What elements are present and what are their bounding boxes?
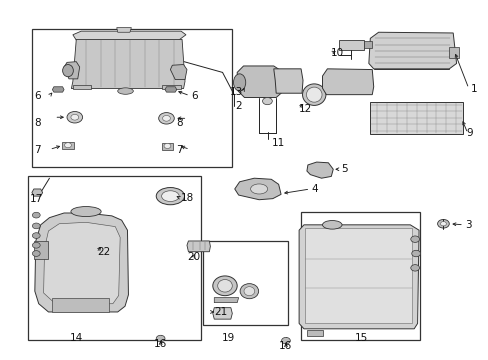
Circle shape <box>410 265 419 271</box>
Text: 13: 13 <box>230 87 243 97</box>
Circle shape <box>32 212 40 218</box>
Ellipse shape <box>302 84 325 105</box>
Ellipse shape <box>233 74 245 91</box>
Circle shape <box>163 143 170 148</box>
Polygon shape <box>43 222 120 304</box>
Text: 20: 20 <box>187 252 200 262</box>
Circle shape <box>411 250 420 257</box>
Circle shape <box>64 143 71 148</box>
Ellipse shape <box>306 87 322 102</box>
Ellipse shape <box>161 191 179 202</box>
Polygon shape <box>161 85 181 89</box>
Ellipse shape <box>240 284 258 299</box>
Polygon shape <box>34 241 48 259</box>
Text: 15: 15 <box>354 333 367 343</box>
Text: 6: 6 <box>190 91 197 101</box>
Bar <box>52 298 109 312</box>
Ellipse shape <box>156 188 184 205</box>
Polygon shape <box>52 87 64 92</box>
Text: 18: 18 <box>181 193 194 203</box>
Ellipse shape <box>217 279 232 292</box>
Text: 3: 3 <box>464 220 470 230</box>
Polygon shape <box>32 189 42 196</box>
Bar <box>27 176 200 339</box>
Polygon shape <box>73 31 185 40</box>
Circle shape <box>71 114 79 120</box>
Text: 5: 5 <box>340 164 347 174</box>
Circle shape <box>32 223 40 229</box>
Text: 2: 2 <box>235 102 242 112</box>
Polygon shape <box>170 64 186 80</box>
Polygon shape <box>35 213 128 312</box>
Circle shape <box>32 251 40 256</box>
Circle shape <box>410 236 419 242</box>
Text: 7: 7 <box>176 144 183 154</box>
Text: 16: 16 <box>278 341 291 351</box>
Ellipse shape <box>71 207 101 217</box>
Text: 8: 8 <box>34 118 41 128</box>
Ellipse shape <box>62 64 73 77</box>
Polygon shape <box>306 162 332 178</box>
Circle shape <box>32 242 40 248</box>
Polygon shape <box>448 47 458 58</box>
Polygon shape <box>306 330 322 336</box>
Text: 17: 17 <box>30 194 43 204</box>
Bar <box>363 41 371 48</box>
Ellipse shape <box>212 276 237 296</box>
Polygon shape <box>322 69 373 95</box>
Bar <box>305 228 411 323</box>
Polygon shape <box>73 85 91 89</box>
Text: 16: 16 <box>154 339 167 349</box>
Text: 9: 9 <box>466 129 472 138</box>
Text: 6: 6 <box>34 91 41 101</box>
Bar <box>300 212 419 339</box>
Text: 10: 10 <box>330 48 344 58</box>
Text: 21: 21 <box>213 307 226 317</box>
Bar <box>203 241 288 325</box>
Polygon shape <box>186 241 210 252</box>
Text: 22: 22 <box>97 247 110 257</box>
Circle shape <box>67 112 82 123</box>
Polygon shape <box>62 142 74 149</box>
Text: 11: 11 <box>271 138 285 148</box>
Bar <box>32 30 232 167</box>
Polygon shape <box>64 62 80 79</box>
Polygon shape <box>299 225 418 329</box>
Text: 8: 8 <box>176 118 183 128</box>
Polygon shape <box>161 143 173 150</box>
Text: 1: 1 <box>470 84 477 94</box>
Ellipse shape <box>244 287 254 296</box>
Polygon shape <box>273 69 303 93</box>
Circle shape <box>281 337 290 344</box>
Text: 12: 12 <box>299 104 312 114</box>
Ellipse shape <box>250 184 267 194</box>
Ellipse shape <box>118 88 133 94</box>
Circle shape <box>158 113 174 124</box>
Polygon shape <box>369 102 462 134</box>
Text: 19: 19 <box>222 333 235 343</box>
Circle shape <box>156 335 164 342</box>
Polygon shape <box>234 178 281 200</box>
Polygon shape <box>368 32 456 69</box>
Polygon shape <box>214 298 238 303</box>
Circle shape <box>440 222 446 226</box>
Polygon shape <box>237 66 283 98</box>
Polygon shape <box>164 87 176 92</box>
Bar <box>338 40 363 50</box>
Text: 7: 7 <box>34 144 41 154</box>
Circle shape <box>262 98 272 105</box>
Text: 14: 14 <box>69 333 83 343</box>
Polygon shape <box>212 308 232 319</box>
Circle shape <box>437 220 448 228</box>
Polygon shape <box>71 40 184 89</box>
Text: 4: 4 <box>311 184 317 194</box>
Polygon shape <box>117 28 131 32</box>
Circle shape <box>32 233 40 238</box>
Ellipse shape <box>322 221 341 229</box>
Circle shape <box>162 116 170 121</box>
